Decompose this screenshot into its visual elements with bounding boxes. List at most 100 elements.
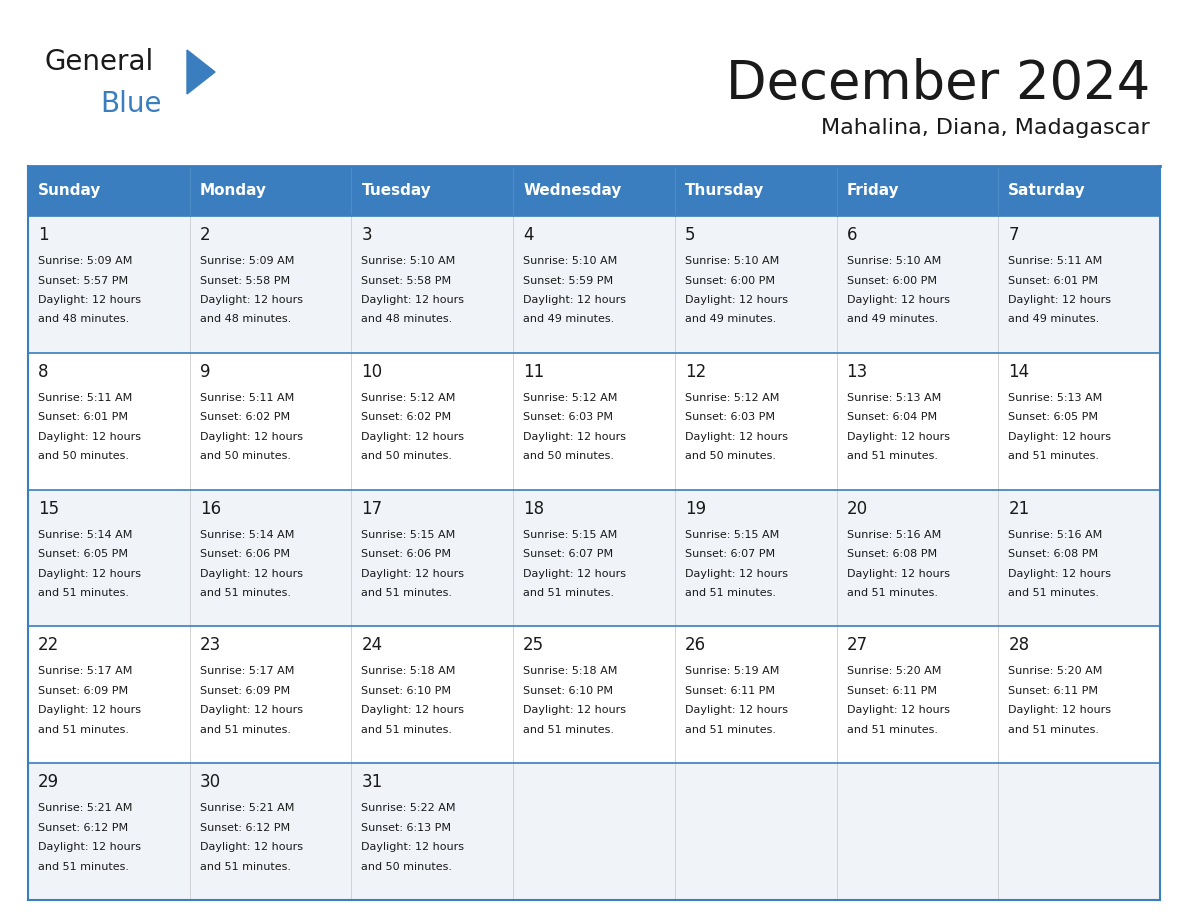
Text: Sunrise: 5:20 AM: Sunrise: 5:20 AM <box>1009 666 1102 677</box>
Text: 7: 7 <box>1009 226 1019 244</box>
Text: Sunrise: 5:14 AM: Sunrise: 5:14 AM <box>38 530 132 540</box>
Text: Sunset: 6:03 PM: Sunset: 6:03 PM <box>523 412 613 422</box>
Text: 10: 10 <box>361 363 383 381</box>
Bar <box>29 353 1159 489</box>
Text: and 51 minutes.: and 51 minutes. <box>684 725 776 735</box>
Text: Daylight: 12 hours: Daylight: 12 hours <box>361 705 465 715</box>
Text: Daylight: 12 hours: Daylight: 12 hours <box>523 705 626 715</box>
Text: Sunrise: 5:22 AM: Sunrise: 5:22 AM <box>361 803 456 813</box>
Text: and 49 minutes.: and 49 minutes. <box>523 315 614 324</box>
Text: Daylight: 12 hours: Daylight: 12 hours <box>684 705 788 715</box>
Text: Sunrise: 5:17 AM: Sunrise: 5:17 AM <box>200 666 295 677</box>
Text: 18: 18 <box>523 499 544 518</box>
Text: Daylight: 12 hours: Daylight: 12 hours <box>1009 705 1111 715</box>
Text: Sunrise: 5:12 AM: Sunrise: 5:12 AM <box>523 393 618 403</box>
Text: Sunrise: 5:10 AM: Sunrise: 5:10 AM <box>684 256 779 266</box>
Text: 19: 19 <box>684 499 706 518</box>
Text: and 50 minutes.: and 50 minutes. <box>361 862 453 872</box>
Text: Sunset: 5:58 PM: Sunset: 5:58 PM <box>361 275 451 285</box>
Text: Sunset: 6:02 PM: Sunset: 6:02 PM <box>200 412 290 422</box>
Text: General: General <box>45 48 154 76</box>
Text: and 50 minutes.: and 50 minutes. <box>200 452 291 462</box>
Text: Sunset: 6:11 PM: Sunset: 6:11 PM <box>1009 686 1098 696</box>
Text: 6: 6 <box>847 226 857 244</box>
Text: 2: 2 <box>200 226 210 244</box>
Text: Sunset: 6:07 PM: Sunset: 6:07 PM <box>523 549 613 559</box>
Text: 4: 4 <box>523 226 533 244</box>
Text: 12: 12 <box>684 363 706 381</box>
Text: Sunrise: 5:11 AM: Sunrise: 5:11 AM <box>38 393 132 403</box>
Text: Daylight: 12 hours: Daylight: 12 hours <box>200 295 303 305</box>
Text: and 51 minutes.: and 51 minutes. <box>847 452 937 462</box>
Text: and 51 minutes.: and 51 minutes. <box>523 588 614 599</box>
Text: Daylight: 12 hours: Daylight: 12 hours <box>684 295 788 305</box>
Text: and 48 minutes.: and 48 minutes. <box>38 315 129 324</box>
Text: Sunrise: 5:11 AM: Sunrise: 5:11 AM <box>1009 256 1102 266</box>
Text: and 51 minutes.: and 51 minutes. <box>361 588 453 599</box>
Text: and 51 minutes.: and 51 minutes. <box>1009 452 1099 462</box>
Text: Blue: Blue <box>100 90 162 118</box>
Text: Saturday: Saturday <box>1009 184 1086 198</box>
Text: Sunrise: 5:10 AM: Sunrise: 5:10 AM <box>847 256 941 266</box>
Text: 21: 21 <box>1009 499 1030 518</box>
Text: Daylight: 12 hours: Daylight: 12 hours <box>847 705 949 715</box>
Text: Sunrise: 5:10 AM: Sunrise: 5:10 AM <box>361 256 456 266</box>
Text: Sunrise: 5:16 AM: Sunrise: 5:16 AM <box>1009 530 1102 540</box>
Text: Sunset: 6:01 PM: Sunset: 6:01 PM <box>1009 275 1098 285</box>
Text: Sunset: 6:13 PM: Sunset: 6:13 PM <box>361 823 451 833</box>
Text: Sunset: 6:10 PM: Sunset: 6:10 PM <box>523 686 613 696</box>
Text: Sunset: 6:07 PM: Sunset: 6:07 PM <box>684 549 775 559</box>
Text: Sunrise: 5:15 AM: Sunrise: 5:15 AM <box>684 530 779 540</box>
Text: 27: 27 <box>847 636 867 655</box>
Text: Sunset: 6:11 PM: Sunset: 6:11 PM <box>684 686 775 696</box>
Text: 25: 25 <box>523 636 544 655</box>
Text: Daylight: 12 hours: Daylight: 12 hours <box>38 295 141 305</box>
Text: 31: 31 <box>361 773 383 791</box>
Bar <box>513 166 675 216</box>
Text: Sunrise: 5:15 AM: Sunrise: 5:15 AM <box>523 530 618 540</box>
Text: Mahalina, Diana, Madagascar: Mahalina, Diana, Madagascar <box>821 118 1150 138</box>
Polygon shape <box>187 50 215 94</box>
Text: 28: 28 <box>1009 636 1030 655</box>
Text: Friday: Friday <box>847 184 899 198</box>
Text: Sunday: Sunday <box>38 184 101 198</box>
Text: Sunset: 6:09 PM: Sunset: 6:09 PM <box>38 686 128 696</box>
Text: Wednesday: Wednesday <box>523 184 621 198</box>
Text: Sunset: 6:04 PM: Sunset: 6:04 PM <box>847 412 936 422</box>
Text: Daylight: 12 hours: Daylight: 12 hours <box>38 568 141 578</box>
Text: Daylight: 12 hours: Daylight: 12 hours <box>1009 431 1111 442</box>
Text: 14: 14 <box>1009 363 1030 381</box>
Bar <box>998 166 1159 216</box>
Text: 8: 8 <box>38 363 49 381</box>
Text: Thursday: Thursday <box>684 184 764 198</box>
Text: Sunset: 5:57 PM: Sunset: 5:57 PM <box>38 275 128 285</box>
Text: Sunset: 5:59 PM: Sunset: 5:59 PM <box>523 275 613 285</box>
Text: Sunrise: 5:12 AM: Sunrise: 5:12 AM <box>361 393 456 403</box>
Text: Sunset: 6:11 PM: Sunset: 6:11 PM <box>847 686 936 696</box>
Text: Sunset: 6:01 PM: Sunset: 6:01 PM <box>38 412 128 422</box>
Text: 15: 15 <box>38 499 59 518</box>
Text: Daylight: 12 hours: Daylight: 12 hours <box>200 842 303 852</box>
Bar <box>836 166 998 216</box>
Bar <box>190 166 352 216</box>
Text: Daylight: 12 hours: Daylight: 12 hours <box>38 431 141 442</box>
Bar <box>29 166 190 216</box>
Text: Sunset: 6:03 PM: Sunset: 6:03 PM <box>684 412 775 422</box>
Text: and 51 minutes.: and 51 minutes. <box>1009 725 1099 735</box>
Text: December 2024: December 2024 <box>726 58 1150 110</box>
Text: 30: 30 <box>200 773 221 791</box>
Text: 22: 22 <box>38 636 59 655</box>
Text: Sunset: 6:10 PM: Sunset: 6:10 PM <box>361 686 451 696</box>
Text: and 50 minutes.: and 50 minutes. <box>361 452 453 462</box>
Text: Daylight: 12 hours: Daylight: 12 hours <box>361 431 465 442</box>
Text: and 51 minutes.: and 51 minutes. <box>523 725 614 735</box>
Text: 3: 3 <box>361 226 372 244</box>
Text: Sunset: 6:12 PM: Sunset: 6:12 PM <box>200 823 290 833</box>
Text: Sunset: 6:12 PM: Sunset: 6:12 PM <box>38 823 128 833</box>
Text: Daylight: 12 hours: Daylight: 12 hours <box>38 842 141 852</box>
Text: 17: 17 <box>361 499 383 518</box>
Text: 26: 26 <box>684 636 706 655</box>
Text: 11: 11 <box>523 363 544 381</box>
Text: and 51 minutes.: and 51 minutes. <box>847 725 937 735</box>
Text: and 51 minutes.: and 51 minutes. <box>200 725 291 735</box>
